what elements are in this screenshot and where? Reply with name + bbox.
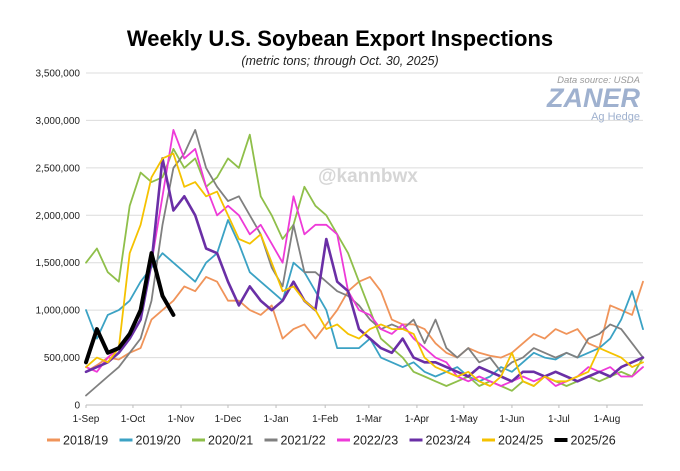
- chart-subtitle: (metric tons; through Oct. 30, 2025): [241, 54, 439, 68]
- x-tick-label: 1-Jan: [264, 414, 289, 425]
- y-tick-label: 500,000: [44, 353, 81, 364]
- x-tick-label: 1-Feb: [312, 414, 339, 425]
- series-layer: [84, 128, 645, 397]
- x-tick-label: 1-Mar: [356, 414, 383, 425]
- legend-label: 2024/25: [498, 434, 543, 448]
- y-tick-label: 2,000,000: [36, 211, 81, 222]
- x-tick-label: 1-Sep: [73, 414, 100, 425]
- watermark: @kannbwx: [318, 166, 418, 187]
- x-tick-label: 1-Oct: [121, 414, 146, 425]
- y-tick-label: 2,500,000: [36, 163, 81, 174]
- brand-name: ZANER: [546, 83, 640, 113]
- legend-item-2020-21: 2020/21: [192, 434, 253, 448]
- legend-label: 2019/20: [136, 434, 181, 448]
- x-tick-label: 1-Nov: [168, 414, 195, 425]
- x-tick-label: 1-May: [450, 414, 478, 425]
- series-line-2024-25: [85, 152, 644, 387]
- legend-label: 2025/26: [571, 434, 616, 448]
- brand-subtitle: Ag Hedge: [591, 111, 640, 123]
- legend-item-2018-19: 2018/19: [47, 434, 108, 448]
- legend-item-2021-22: 2021/22: [264, 434, 326, 448]
- brand-logo: Data source: USDA ZANER Ag Hedge: [546, 75, 640, 123]
- series-line-2018-19: [85, 275, 644, 373]
- legend: 2018/19 2019/20 2020/21 2021/22 2022/23 2023/…: [47, 434, 616, 448]
- x-tick-label: 1-Jun: [499, 414, 524, 425]
- data-source-label: Data source: USDA: [557, 75, 640, 86]
- x-tick-label: 1-Jul: [548, 414, 570, 425]
- x-tick-label: 1-Aug: [594, 414, 621, 425]
- x-tick-label: 1-Apr: [405, 414, 430, 425]
- legend-item-2025-26: 2025/26: [554, 434, 616, 448]
- y-tick-label: 0: [74, 401, 80, 412]
- series-line-2019-20: [85, 219, 644, 383]
- watermark-text: @kannbwx: [318, 166, 418, 187]
- chart-title: Weekly U.S. Soybean Export Inspections: [126, 26, 554, 51]
- series-line-2022-23: [85, 128, 644, 387]
- legend-label: 2020/21: [208, 434, 253, 448]
- legend-label: 2022/23: [353, 434, 398, 448]
- legend-label: 2021/22: [281, 434, 326, 448]
- legend-item-2024-25: 2024/25: [482, 434, 543, 448]
- series-line-2025-26: [84, 251, 176, 365]
- legend-item-2022-23: 2022/23: [337, 434, 398, 448]
- y-tick-label: 3,500,000: [36, 69, 81, 80]
- y-tick-label: 1,000,000: [36, 306, 81, 317]
- x-tick-label: 1-Dec: [215, 414, 242, 425]
- series-line-2023-24: [84, 157, 645, 383]
- y-tick-label: 1,500,000: [36, 258, 81, 269]
- legend-item-2019-20: 2019/20: [119, 434, 181, 448]
- legend-label: 2023/24: [426, 434, 471, 448]
- axis-layer: 0 500,000 1,000,000 1,500,000 2,000,000 2,500…: [36, 69, 643, 425]
- legend-item-2023-24: 2023/24: [409, 434, 471, 448]
- legend-label: 2018/19: [63, 434, 108, 448]
- y-tick-label: 3,000,000: [36, 116, 81, 127]
